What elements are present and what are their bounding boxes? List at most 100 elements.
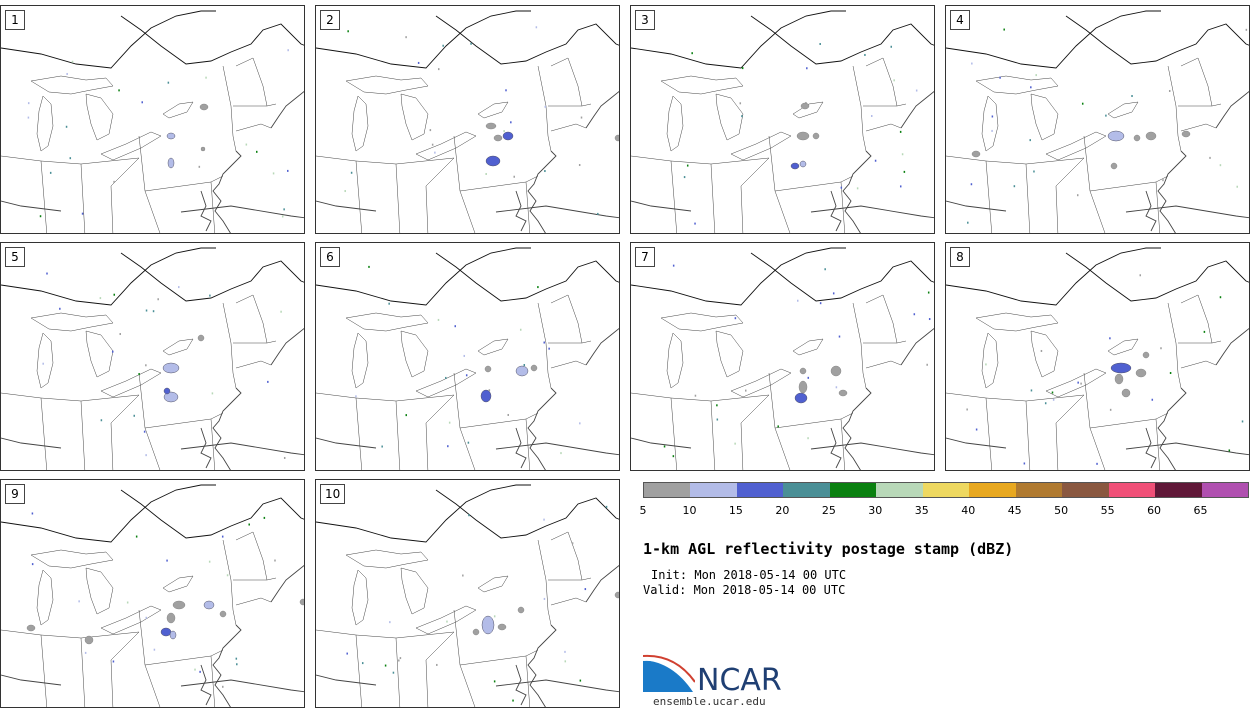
reflectivity-echo	[481, 615, 495, 635]
map-boundary	[162, 575, 194, 593]
reflectivity-echo	[472, 628, 480, 636]
map-boundary	[212, 624, 242, 707]
map-boundary	[981, 95, 999, 152]
map-boundary	[1180, 123, 1217, 132]
reflectivity-speck	[856, 187, 859, 190]
reflectivity-speck	[1162, 179, 1164, 182]
reflectivity-echo	[1107, 130, 1125, 142]
reflectivity-speck	[970, 183, 973, 186]
reflectivity-speck	[493, 680, 496, 683]
reflectivity-speck	[716, 404, 718, 407]
map-boundary	[548, 577, 592, 581]
map-boundary	[210, 418, 216, 470]
panel-member-label: 3	[635, 10, 655, 30]
colorbar-segment	[876, 483, 923, 497]
reflectivity-speck	[389, 621, 391, 624]
colorbar-tick-label: 50	[1054, 504, 1069, 517]
reflectivity-speck	[166, 559, 168, 562]
map-boundary	[233, 340, 277, 344]
map-boundary	[233, 577, 277, 581]
reflectivity-speck	[153, 648, 156, 651]
reflectivity-speck	[544, 105, 547, 108]
map-boundary	[550, 360, 587, 369]
reflectivity-speck	[66, 72, 68, 75]
reflectivity-speck	[1029, 139, 1031, 142]
reflectivity-echo	[1145, 131, 1157, 141]
map-boundary	[1, 10, 216, 69]
map-boundary	[495, 442, 619, 456]
map-boundary	[631, 155, 770, 165]
panel-member-label: 7	[635, 247, 655, 267]
reflectivity-speck	[462, 574, 464, 577]
map-boundary	[585, 91, 619, 129]
map-boundary	[138, 135, 224, 192]
reflectivity-speck	[135, 535, 138, 538]
reflectivity-echo	[799, 367, 807, 375]
reflectivity-speck	[157, 298, 159, 301]
map-boundary	[865, 294, 898, 344]
map-boundary	[525, 181, 531, 233]
reflectivity-speck	[966, 408, 968, 411]
panel-member-label: 5	[5, 247, 25, 267]
reflectivity-speck	[248, 523, 250, 526]
reflectivity-speck	[1236, 185, 1238, 188]
reflectivity-speck	[807, 437, 809, 440]
reflectivity-speck	[283, 208, 285, 211]
reflectivity-echo	[502, 131, 514, 141]
reflectivity-speck	[361, 662, 364, 665]
map-boundary	[316, 674, 377, 686]
map-boundary	[1167, 302, 1182, 389]
map-boundary	[710, 163, 716, 233]
map-boundary	[865, 123, 902, 132]
reflectivity-echo	[517, 606, 525, 614]
colorbar-segment	[969, 483, 1016, 497]
reflectivity-colorbar	[643, 482, 1249, 498]
reflectivity-echo	[480, 389, 492, 403]
reflectivity-echo	[163, 391, 179, 403]
map-boundary	[946, 10, 1161, 69]
reflectivity-speck	[485, 172, 487, 175]
figure-title: 1-km AGL reflectivity postage stamp (dBZ…	[643, 540, 1014, 558]
reflectivity-speck	[578, 164, 581, 167]
map-boundary	[100, 368, 162, 398]
reflectivity-echo	[167, 157, 175, 169]
map-boundary	[768, 135, 854, 192]
colorbar-tick-label: 15	[728, 504, 743, 517]
map-boundary	[453, 372, 539, 429]
map-boundary	[1157, 387, 1187, 470]
reflectivity-speck	[347, 30, 349, 33]
reflectivity-speck	[1209, 156, 1211, 159]
map-boundary	[774, 427, 791, 470]
map-boundary	[425, 394, 455, 470]
map-boundary	[30, 312, 114, 332]
reflectivity-speck	[346, 652, 348, 655]
reflectivity-speck	[597, 212, 599, 215]
map-boundary	[235, 360, 272, 369]
map-boundary	[1065, 252, 1249, 302]
reflectivity-speck	[560, 452, 562, 455]
map-boundary	[863, 103, 907, 107]
map-panel-5: 5	[0, 242, 305, 471]
map-boundary	[730, 131, 792, 161]
reflectivity-echo	[84, 635, 94, 645]
map-boundary	[1145, 427, 1157, 469]
map-boundary	[120, 489, 304, 539]
reflectivity-speck	[398, 659, 400, 662]
reflectivity-echo	[1135, 368, 1147, 378]
map-panel-2: 2	[315, 5, 620, 234]
reflectivity-echo	[1121, 388, 1131, 398]
reflectivity-speck	[198, 165, 201, 168]
reflectivity-speck	[145, 616, 147, 619]
map-boundary	[740, 394, 770, 470]
reflectivity-speck	[672, 455, 675, 458]
map-panel-10: 10	[315, 479, 620, 708]
colorbar-segment	[922, 483, 970, 497]
reflectivity-speck	[209, 294, 211, 297]
reflectivity-speck	[437, 318, 440, 321]
reflectivity-speck	[283, 456, 286, 459]
reflectivity-speck	[119, 333, 121, 336]
colorbar-tick-label: 5	[639, 504, 647, 517]
map-canvas	[316, 247, 619, 470]
map-boundary	[1, 629, 140, 639]
reflectivity-speck	[537, 286, 539, 289]
